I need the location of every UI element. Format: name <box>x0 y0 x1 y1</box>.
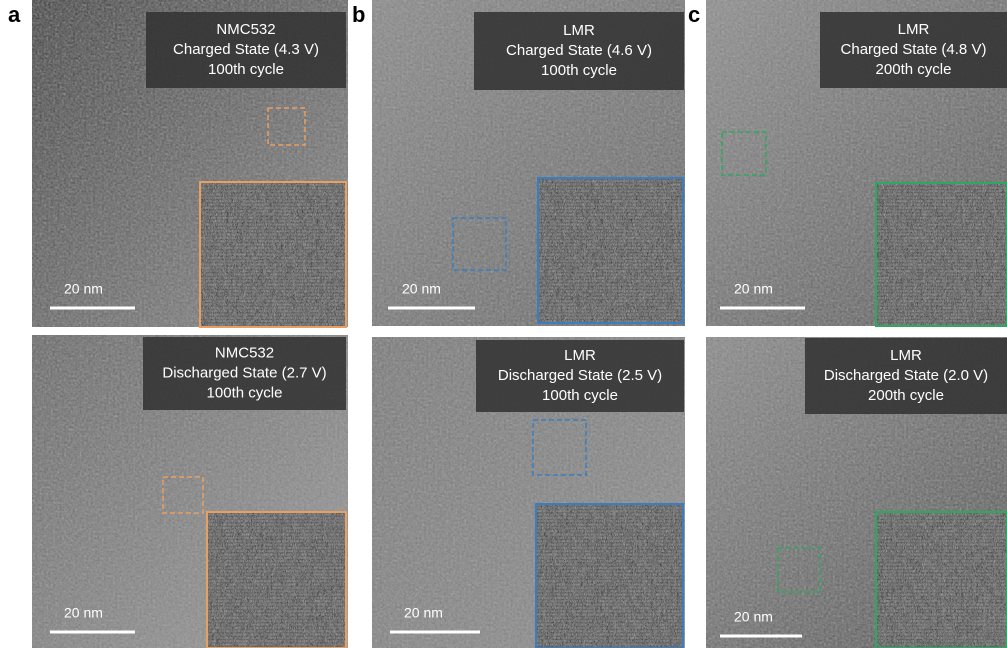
caption-line: Discharged State (2.0 V) <box>824 367 988 384</box>
inset-texture <box>876 512 1007 648</box>
caption-line: 100th cycle <box>208 61 284 78</box>
caption-line: LMR <box>564 347 596 364</box>
caption-line: Discharged State (2.7 V) <box>162 364 326 381</box>
inset-texture <box>536 504 683 648</box>
caption-line: NMC532 <box>216 21 275 38</box>
scale-bar-label: 20 nm <box>402 281 441 297</box>
scale-bar-label: 20 nm <box>404 605 443 621</box>
caption-line: Charged State (4.6 V) <box>506 42 652 59</box>
caption-line: 200th cycle <box>876 61 952 78</box>
caption-line: LMR <box>563 22 595 39</box>
caption-line: Charged State (4.8 V) <box>841 41 987 58</box>
caption-line: LMR <box>898 21 930 38</box>
panel-letter: b <box>352 2 365 27</box>
caption-line: NMC532 <box>215 344 274 361</box>
caption-line: 200th cycle <box>868 387 944 404</box>
caption-line: 100th cycle <box>542 387 618 404</box>
panel-letter: c <box>688 2 700 27</box>
scale-bar-label: 20 nm <box>734 609 773 625</box>
inset-texture <box>538 178 683 323</box>
caption-line: LMR <box>890 347 922 364</box>
inset-texture <box>207 512 346 648</box>
scale-bar-label: 20 nm <box>734 281 773 297</box>
figure: a NMC532 Charged State (4.3 V) 100th cycle 2… <box>0 0 1007 648</box>
scale-bar-label: 20 nm <box>64 281 103 297</box>
caption-line: 100th cycle <box>207 384 283 401</box>
scale-bar-label: 20 nm <box>64 605 103 621</box>
inset-texture <box>200 182 346 327</box>
caption-line: Discharged State (2.5 V) <box>498 367 662 384</box>
inset-texture <box>876 183 1007 326</box>
panel-letter: a <box>8 2 21 27</box>
caption-line: Charged State (4.3 V) <box>173 41 319 58</box>
caption-line: 100th cycle <box>541 62 617 79</box>
